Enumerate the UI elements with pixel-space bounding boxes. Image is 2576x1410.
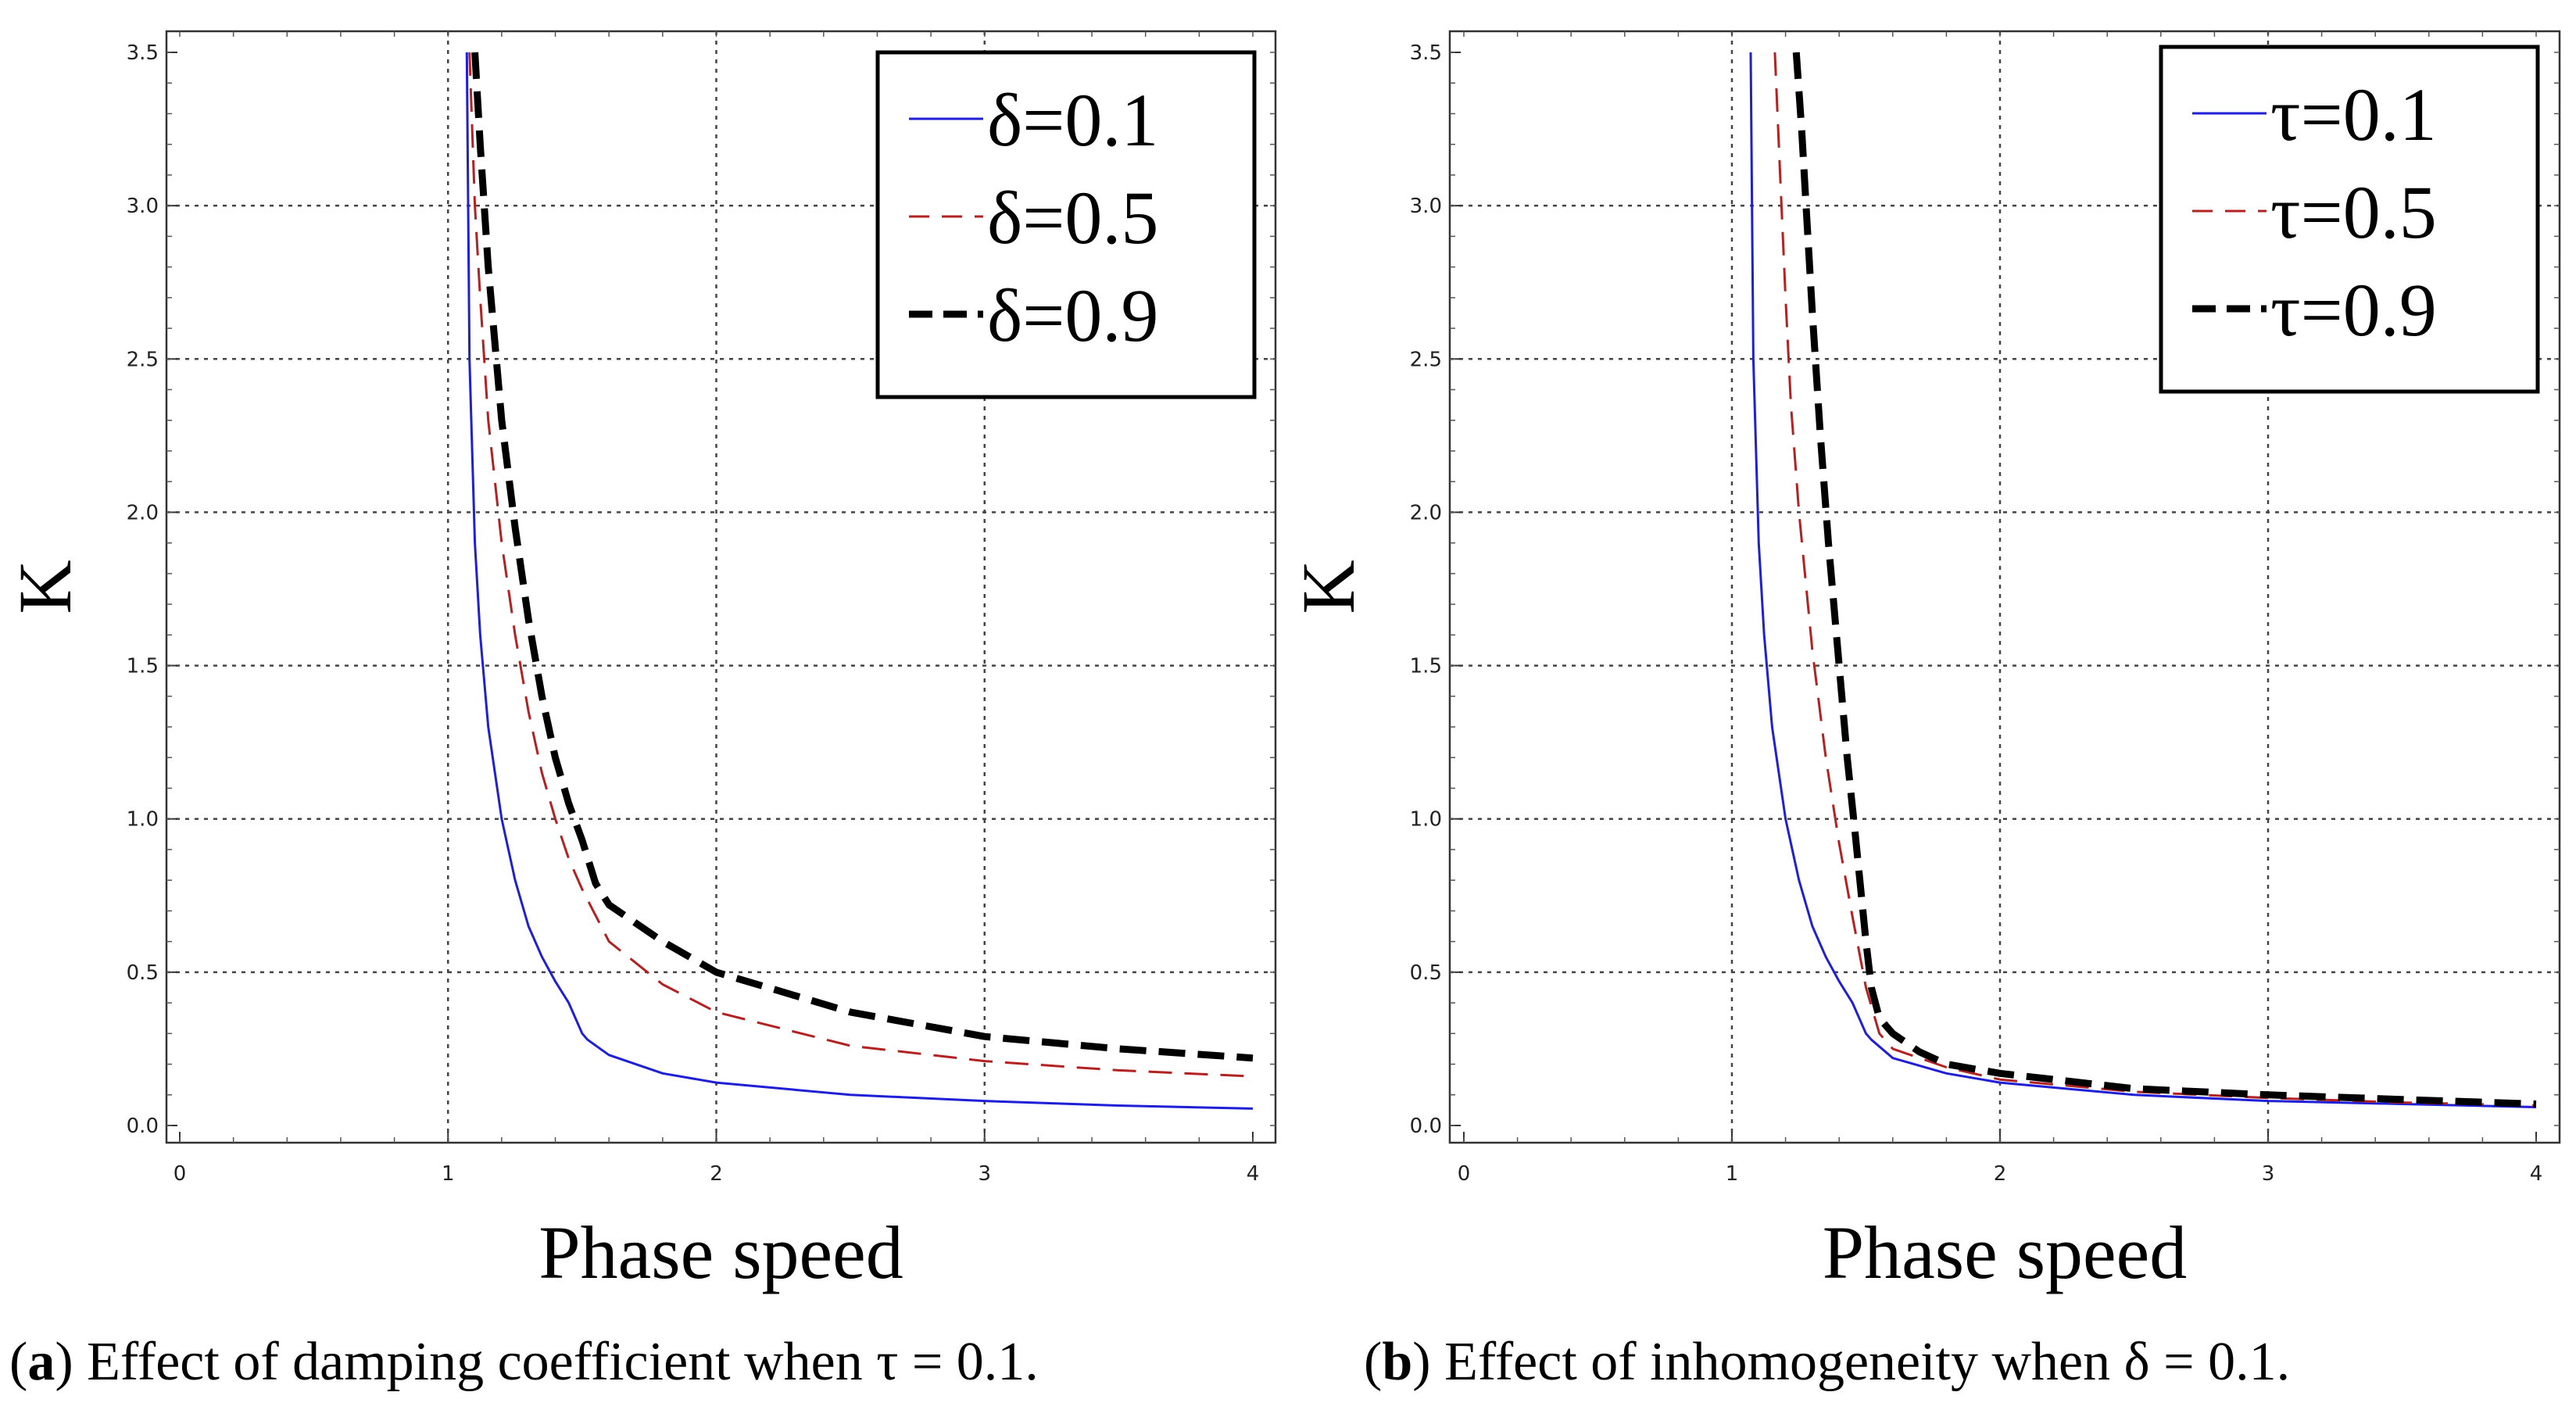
x-axis-label: Phase speed xyxy=(538,1211,903,1294)
x-tick-label: 1 xyxy=(1726,1162,1739,1186)
legend-label-1: δ=0.1 xyxy=(987,78,1158,162)
legend-label-1: τ=0.1 xyxy=(2270,73,2437,156)
series-line-3 xyxy=(1792,52,2537,1108)
x-tick-label: 3 xyxy=(2262,1162,2275,1186)
caption-label: a xyxy=(27,1332,55,1392)
y-tick-label: 1.0 xyxy=(127,808,159,832)
y-axis-label: K xyxy=(1286,560,1370,614)
x-tick-label: 2 xyxy=(710,1162,723,1186)
y-tick-label: 0.0 xyxy=(1410,1115,1442,1138)
y-tick-label: 1.5 xyxy=(1410,655,1442,678)
x-tick-label: 1 xyxy=(442,1162,455,1186)
y-tick-label: 3.0 xyxy=(127,195,159,218)
y-tick-label: 1.5 xyxy=(127,655,159,678)
y-tick-label: 0.0 xyxy=(127,1115,159,1138)
y-tick-label: 3.5 xyxy=(127,41,159,65)
y-axis-label: K xyxy=(3,560,87,614)
y-tick-label: 3.5 xyxy=(1410,41,1442,65)
legend-label-2: δ=0.5 xyxy=(987,176,1158,259)
caption-text: Effect of damping coefficient when τ = 0… xyxy=(87,1332,1039,1392)
x-axis-label: Phase speed xyxy=(1823,1211,2188,1294)
plot-frame xyxy=(165,30,1277,1144)
chart-panel-b: 0 1 2 3 40.00.51.01.52.02.53.03.5τ=0.1τ=0.5τ… xyxy=(1286,30,2561,1392)
caption-close-paren: ) xyxy=(55,1332,87,1392)
chart-panel-a: 0 1 2 3 40.00.51.01.52.02.53.03.5δ=0.1δ=0.5δ… xyxy=(3,30,1277,1392)
x-tick-label: 2 xyxy=(1994,1162,2007,1186)
y-tick-label: 2.5 xyxy=(127,348,159,371)
legend-box xyxy=(875,50,1257,399)
caption-open-paren: ( xyxy=(1364,1332,1382,1392)
figure-caption: (a) Effect of damping coefficient when τ… xyxy=(9,1332,1039,1392)
y-tick-label: 3.0 xyxy=(1410,195,1442,218)
x-tick-label: 4 xyxy=(2530,1162,2543,1186)
x-tick-label: 0 xyxy=(1458,1162,1471,1186)
x-tick-label: 4 xyxy=(1247,1162,1260,1186)
y-tick-label: 0.5 xyxy=(127,961,159,985)
plot-frame xyxy=(1448,30,2561,1144)
legend-label-3: δ=0.9 xyxy=(987,274,1158,357)
caption-label: b xyxy=(1382,1332,1412,1392)
y-tick-label: 2.0 xyxy=(1410,501,1442,524)
figure-caption: (b) Effect of inhomogeneity when δ = 0.1… xyxy=(1364,1332,2290,1392)
series-line-1 xyxy=(1749,52,2537,1108)
y-tick-label: 0.5 xyxy=(1410,961,1442,985)
x-tick-label: 0 xyxy=(174,1162,187,1186)
series-line-2 xyxy=(468,52,1254,1078)
caption-text: Effect of inhomogeneity when δ = 0.1. xyxy=(1444,1332,2290,1392)
legend-box xyxy=(2159,45,2540,394)
caption-open-paren: ( xyxy=(9,1332,27,1392)
legend-label-3: τ=0.9 xyxy=(2270,268,2437,352)
caption-close-paren: ) xyxy=(1412,1332,1444,1392)
y-tick-label: 1.0 xyxy=(1410,808,1442,832)
series-line-1 xyxy=(465,52,1254,1110)
y-tick-label: 2.5 xyxy=(1410,348,1442,371)
series-line-3 xyxy=(471,52,1254,1062)
x-tick-label: 3 xyxy=(978,1162,991,1186)
legend: τ=0.1 τ=0.5 τ=0.9 xyxy=(2159,45,2540,394)
legend: δ=0.1 δ=0.5 δ=0.9 xyxy=(875,50,1257,399)
y-tick-label: 2.0 xyxy=(127,501,159,524)
legend-label-2: τ=0.5 xyxy=(2270,170,2437,254)
